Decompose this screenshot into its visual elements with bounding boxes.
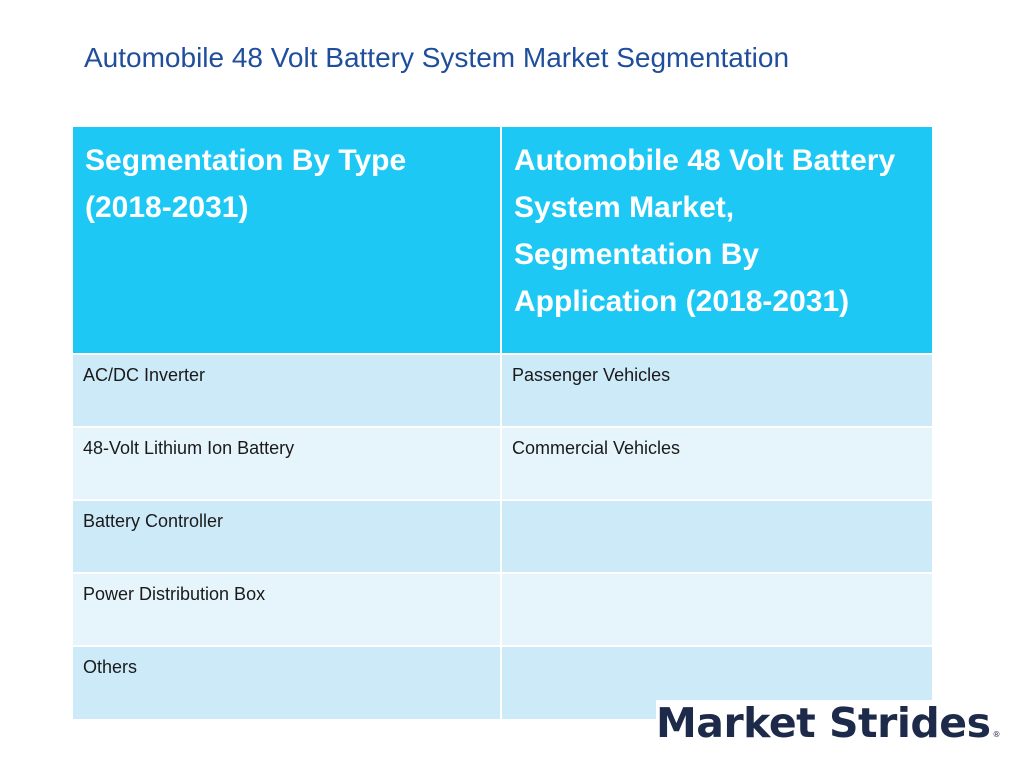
type-cell: Battery Controller: [73, 499, 502, 573]
table-row: 48-Volt Lithium Ion Battery Commercial V…: [73, 426, 932, 500]
header-type: Segmentation By Type (2018-2031): [73, 127, 502, 354]
slide-title: Automobile 48 Volt Battery System Market…: [84, 42, 790, 73]
segmentation-table: Segmentation By Type (2018-2031) Automob…: [73, 127, 932, 719]
type-cell: 48-Volt Lithium Ion Battery: [73, 426, 502, 500]
application-cell: [501, 572, 932, 646]
logo-text: Market Strides: [656, 699, 991, 747]
application-cell: [501, 499, 932, 573]
application-cell: Commercial Vehicles: [501, 426, 932, 500]
type-cell: Power Distribution Box: [73, 572, 502, 646]
registered-mark: ®: [992, 730, 1001, 739]
table-row: AC/DC Inverter Passenger Vehicles: [73, 353, 932, 427]
table-row: Battery Controller: [73, 499, 932, 573]
header-application: Automobile 48 Volt Battery System Market…: [501, 127, 932, 354]
market-strides-logo: Market Strides ®: [656, 700, 1004, 758]
table-row: Power Distribution Box: [73, 572, 932, 646]
table-header-row: Segmentation By Type (2018-2031) Automob…: [73, 127, 932, 354]
type-cell: Others: [73, 645, 502, 719]
type-cell: AC/DC Inverter: [73, 353, 502, 427]
application-cell: Passenger Vehicles: [501, 353, 932, 427]
